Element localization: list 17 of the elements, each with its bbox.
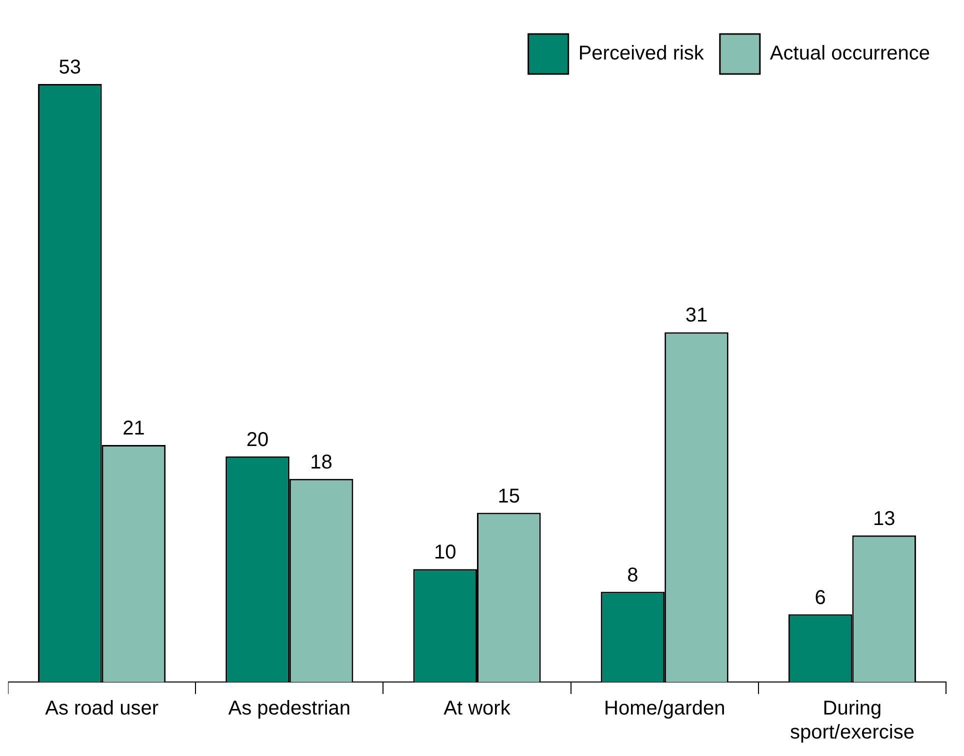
data-label: 15 — [498, 485, 520, 508]
data-label: 13 — [872, 508, 896, 530]
data-label: 6 — [814, 586, 826, 609]
data-label: 18 — [310, 451, 332, 474]
x-tick-label: During sport/exercise — [790, 698, 914, 744]
x-tick-label: As road user — [45, 698, 159, 720]
data-label: 21 — [122, 418, 145, 440]
data-label: 31 — [685, 304, 708, 327]
data-label: 53 — [58, 56, 82, 79]
x-tick-label: At work — [444, 698, 512, 720]
data-label: 10 — [434, 542, 456, 564]
data-label: 20 — [246, 428, 269, 451]
x-tick-label: Home/garden — [604, 698, 726, 720]
x-tick-label: As pedestrian — [228, 698, 351, 720]
legend-label: Actual occurrence — [770, 42, 930, 65]
data-label: 8 — [627, 564, 638, 586]
legend-label: Perceived risk — [578, 42, 705, 65]
